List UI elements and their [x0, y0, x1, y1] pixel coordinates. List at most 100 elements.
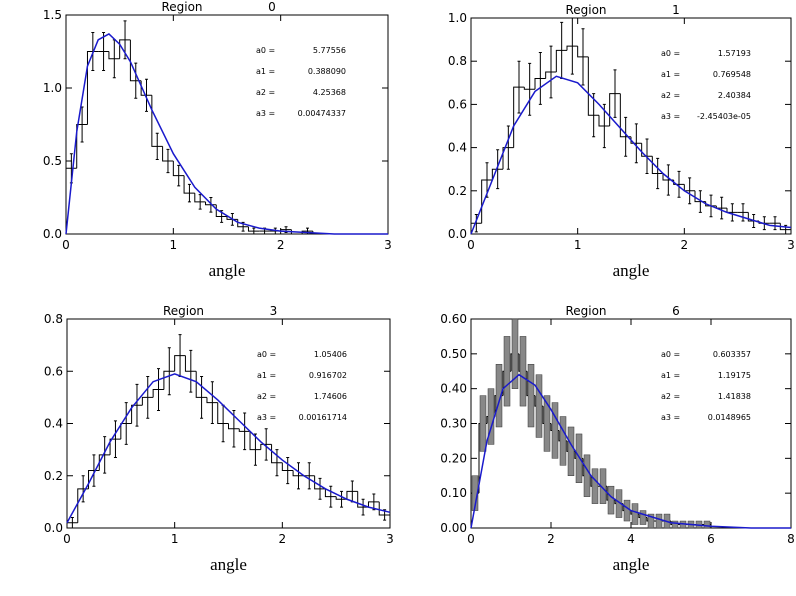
- error-bar: [189, 349, 193, 393]
- fit-curve: [66, 373, 391, 524]
- y-tick-label: 0.00: [440, 521, 467, 535]
- histogram-step: [566, 45, 578, 51]
- histogram-step: [247, 226, 260, 232]
- error-bar: [741, 203, 745, 222]
- error-box: [551, 402, 559, 459]
- error-box: [647, 513, 655, 529]
- y-tick-label: 0.5: [43, 154, 62, 168]
- error-bar: [528, 62, 532, 116]
- y-tick-label: 0.0: [448, 227, 467, 241]
- x-tick-label: 2: [277, 238, 285, 252]
- histogram-step: [194, 193, 206, 203]
- y-tick-label: 0.30: [440, 417, 467, 431]
- histogram-step: [324, 488, 337, 498]
- histogram-step: [163, 370, 175, 390]
- x-tick-label: 0: [467, 238, 475, 252]
- histogram-step: [249, 431, 261, 451]
- histogram-step: [641, 143, 653, 157]
- error-box: [527, 364, 535, 428]
- error-bar: [340, 490, 344, 508]
- error-bar: [730, 203, 734, 222]
- x-axis-label: angle: [209, 261, 246, 280]
- fit-curve: [470, 373, 791, 529]
- plot-title: Region: [163, 304, 204, 318]
- histogram-step: [598, 115, 610, 127]
- parameter-label: a3 =: [661, 413, 680, 422]
- x-tick-label: 8: [787, 532, 795, 546]
- error-bar: [474, 214, 478, 233]
- error-bar: [200, 375, 204, 419]
- error-bar: [167, 347, 171, 396]
- x-tick-label: 2: [547, 532, 555, 546]
- x-tick-label: 0: [62, 238, 70, 252]
- error-bar: [253, 433, 257, 466]
- parameter-value: 1.41838: [718, 392, 751, 401]
- histogram-step: [152, 389, 164, 398]
- histogram-step: [587, 56, 599, 116]
- histogram-step: [346, 490, 358, 500]
- plot-title-number: 1: [672, 3, 680, 17]
- error-box: [535, 374, 543, 438]
- parameter-value: 0.388090: [308, 67, 346, 76]
- histogram-step: [357, 491, 369, 508]
- parameter-value: 2.40384: [718, 91, 751, 100]
- error-box: [543, 395, 551, 452]
- error-bar: [146, 375, 150, 419]
- error-bar: [275, 449, 279, 477]
- error-bar: [103, 436, 107, 474]
- histogram-step: [779, 223, 791, 231]
- x-tick-label: 2: [279, 532, 287, 546]
- x-tick-label: 0: [63, 532, 71, 546]
- parameter-value: 1.19175: [718, 371, 751, 380]
- histogram-step: [314, 475, 326, 490]
- histogram-step: [301, 230, 313, 234]
- error-bar: [155, 132, 159, 161]
- error-bar: [677, 170, 681, 198]
- error-bar: [592, 93, 596, 138]
- x-tick-label: 3: [787, 238, 795, 252]
- histogram-step: [281, 462, 294, 472]
- y-tick-label: 0.50: [440, 347, 467, 361]
- parameter-value: 0.00161714: [299, 413, 347, 422]
- error-box: [623, 499, 631, 522]
- y-tick-label: 0.2: [448, 184, 467, 198]
- histogram-step: [76, 124, 88, 169]
- parameter-label: a1 =: [256, 67, 275, 76]
- error-box: [583, 454, 591, 497]
- plot-title-number: 3: [270, 304, 278, 318]
- error-bar: [81, 475, 85, 503]
- parameter-label: a2 =: [661, 392, 680, 401]
- error-box: [639, 510, 647, 525]
- error-bar: [102, 32, 106, 71]
- error-bar: [613, 69, 617, 118]
- error-box: [591, 468, 599, 504]
- parameter-value: 1.74606: [314, 392, 347, 401]
- y-tick-label: 0.8: [448, 54, 467, 68]
- error-bar: [210, 381, 214, 424]
- y-tick-label: 0.20: [440, 451, 467, 465]
- y-tick-label: 1.5: [43, 8, 62, 22]
- histogram-step: [491, 168, 503, 180]
- error-box: [607, 485, 615, 515]
- fit-curve: [470, 75, 792, 235]
- x-tick-label: 2: [681, 238, 689, 252]
- histogram-step: [119, 39, 131, 59]
- error-bar: [624, 116, 628, 157]
- parameter-value: 0.769548: [713, 70, 751, 79]
- x-tick-label: 0: [467, 532, 475, 546]
- y-tick-label: 0.10: [440, 486, 467, 500]
- histogram-step: [183, 175, 195, 194]
- x-tick-label: 6: [707, 532, 715, 546]
- histogram-step: [141, 396, 154, 406]
- histogram-step: [534, 77, 546, 90]
- parameter-label: a2 =: [661, 91, 680, 100]
- error-bar: [720, 196, 724, 220]
- error-bar: [264, 428, 268, 461]
- y-tick-label: 0.0: [44, 521, 63, 535]
- parameter-label: a3 =: [256, 109, 275, 118]
- histogram-step: [129, 39, 142, 82]
- error-box: [479, 395, 487, 452]
- x-tick-label: 4: [627, 532, 635, 546]
- y-tick-label: 0.4: [44, 417, 63, 431]
- error-bar: [634, 123, 638, 164]
